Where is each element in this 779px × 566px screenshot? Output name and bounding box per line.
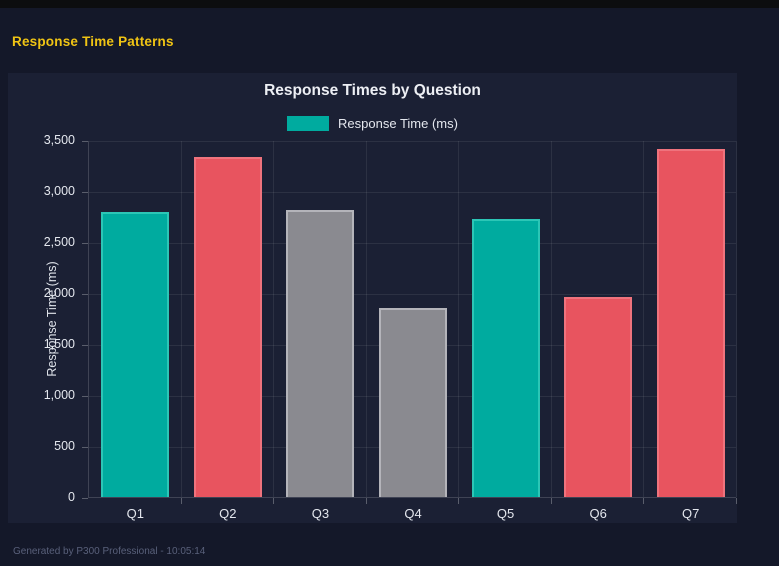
x-axis-tick — [365, 498, 367, 504]
y-tick-label: 2,000 — [43, 286, 75, 300]
v-gridline — [458, 141, 460, 497]
x-axis-tick — [180, 498, 182, 504]
bar-Q7[interactable] — [656, 149, 725, 497]
y-axis-tick — [82, 192, 88, 193]
x-axis-tick — [458, 498, 460, 504]
x-tick-label-Q5: Q5 — [496, 506, 515, 521]
y-tick-label: 1,500 — [43, 337, 75, 351]
h-gridline — [89, 141, 736, 142]
y-tick-label: 2,500 — [43, 235, 75, 249]
v-gridline — [365, 141, 367, 497]
v-gridline — [550, 141, 552, 497]
y-tick-label: 3,500 — [43, 133, 75, 147]
x-tick-label-Q1: Q1 — [126, 506, 144, 521]
h-gridline — [89, 192, 736, 193]
bar-Q1[interactable] — [101, 212, 170, 497]
x-tick-label-Q6: Q6 — [589, 506, 607, 521]
y-axis-tick — [82, 447, 88, 448]
x-tick-label-Q7: Q7 — [682, 506, 700, 521]
y-tick-label: 1,000 — [43, 388, 75, 402]
y-tick-label: 0 — [68, 490, 75, 504]
footer-generated-text: Generated by P300 Professional - 10:05:1… — [13, 546, 206, 557]
h-gridline — [89, 243, 736, 244]
bar-Q5[interactable] — [471, 218, 540, 497]
x-tick-label-Q4: Q4 — [404, 506, 422, 521]
h-gridline — [89, 294, 736, 295]
legend-color-swatch — [287, 116, 330, 131]
y-axis-tick — [82, 498, 88, 499]
y-tick-label: 500 — [54, 439, 75, 453]
v-gridline — [273, 141, 275, 497]
chart-title: Response Times by Question — [264, 82, 481, 99]
plot-area: Response Time (ms) 0 500 1,000 1,500 2,000 2,… — [44, 133, 737, 521]
y-axis-tick — [82, 141, 88, 142]
x-tick-label-Q3: Q3 — [311, 506, 330, 521]
x-axis-tick — [273, 498, 275, 504]
bar-Q2[interactable] — [193, 157, 262, 497]
bar-Q6[interactable] — [564, 297, 633, 497]
chart-panel: Response Times by Question Response Time… — [8, 73, 737, 523]
x-axis-tick — [736, 498, 737, 504]
x-axis-tick — [643, 498, 645, 504]
y-axis-tick — [82, 243, 88, 244]
y-axis-title: Response Time (ms) — [45, 261, 59, 377]
v-gridline — [643, 141, 645, 497]
y-axis-tick — [82, 396, 88, 397]
bar-Q3[interactable] — [286, 210, 355, 497]
v-gridline — [736, 141, 737, 497]
y-tick-label: 3,000 — [43, 184, 75, 198]
v-gridline — [180, 141, 182, 497]
legend-item-response-time[interactable]: Response Time (ms) — [8, 116, 737, 131]
page-title: Response Time Patterns — [12, 34, 174, 49]
legend-label: Response Time (ms) — [338, 116, 458, 131]
window-top-edge — [0, 0, 779, 8]
x-axis-tick — [550, 498, 552, 504]
bar-Q4[interactable] — [379, 308, 447, 497]
y-axis-tick — [82, 294, 88, 295]
y-axis-tick — [82, 345, 88, 346]
x-tick-label-Q2: Q2 — [219, 506, 237, 521]
